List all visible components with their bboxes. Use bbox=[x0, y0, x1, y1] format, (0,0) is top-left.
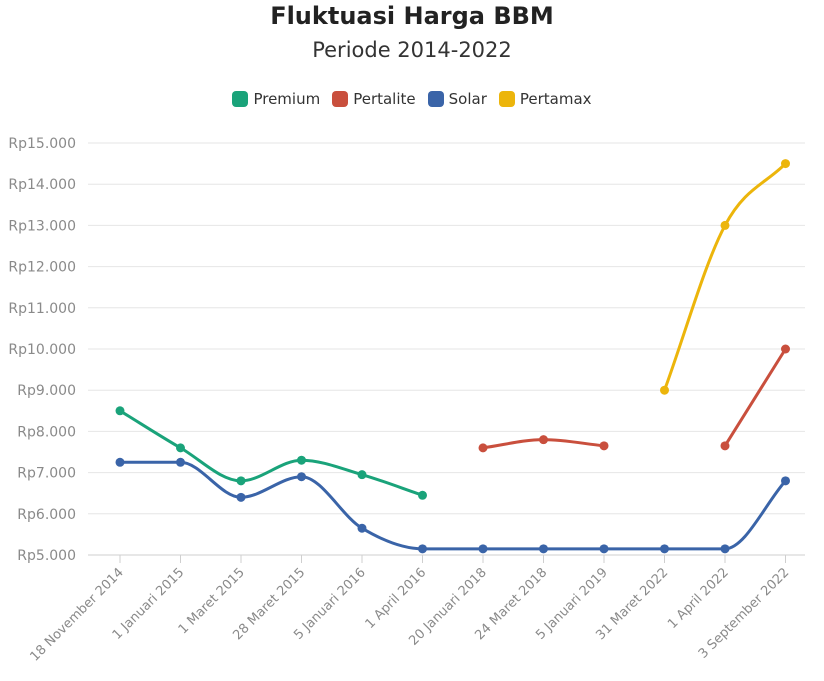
y-tick-label: Rp15.000 bbox=[8, 136, 76, 152]
grid-lines bbox=[88, 142, 805, 556]
data-point[interactable] bbox=[418, 490, 427, 500]
data-point[interactable] bbox=[781, 344, 790, 354]
legend-swatch bbox=[332, 91, 349, 107]
data-point[interactable] bbox=[176, 457, 185, 467]
chart-title: Fluktuasi Harga BBM bbox=[270, 2, 554, 30]
y-tick-label: Rp10.000 bbox=[8, 342, 76, 358]
y-tick-label: Rp11.000 bbox=[8, 301, 76, 317]
data-point[interactable] bbox=[539, 435, 548, 445]
y-tick-label: Rp5.000 bbox=[17, 548, 76, 564]
series-pertamax bbox=[660, 159, 790, 395]
data-point[interactable] bbox=[599, 441, 609, 451]
data-point[interactable] bbox=[720, 441, 730, 451]
data-point[interactable] bbox=[478, 443, 488, 453]
y-tick-label: Rp13.000 bbox=[8, 218, 76, 234]
data-point[interactable] bbox=[357, 523, 367, 533]
data-point[interactable] bbox=[176, 443, 185, 453]
series-solar bbox=[115, 457, 790, 554]
y-tick-label: Rp6.000 bbox=[17, 507, 76, 523]
legend-label: Pertamax bbox=[519, 90, 592, 108]
x-tick-label: 1 April 2016 bbox=[363, 565, 430, 632]
data-point[interactable] bbox=[357, 470, 367, 480]
y-tick-label: Rp14.000 bbox=[8, 177, 76, 193]
data-point[interactable] bbox=[781, 159, 790, 169]
data-point[interactable] bbox=[539, 544, 548, 554]
data-point[interactable] bbox=[781, 476, 790, 486]
legend-label: Solar bbox=[448, 90, 487, 108]
legend-label: Pertalite bbox=[353, 90, 416, 108]
series-premium bbox=[115, 406, 427, 500]
legend-item[interactable]: Premium bbox=[232, 90, 320, 108]
data-point[interactable] bbox=[660, 544, 669, 554]
data-point[interactable] bbox=[478, 544, 488, 554]
data-point[interactable] bbox=[660, 385, 669, 395]
series-line bbox=[663, 162, 787, 392]
data-point[interactable] bbox=[297, 472, 306, 482]
data-point[interactable] bbox=[115, 406, 125, 416]
chart-subtitle: Periode 2014-2022 bbox=[312, 38, 512, 62]
data-point[interactable] bbox=[720, 220, 730, 230]
data-point[interactable] bbox=[236, 492, 246, 502]
data-point[interactable] bbox=[720, 544, 730, 554]
series-line bbox=[118, 409, 424, 497]
legend-swatch bbox=[427, 91, 444, 107]
legend-item[interactable]: Pertamax bbox=[498, 90, 592, 108]
legend-swatch bbox=[498, 91, 515, 107]
data-point[interactable] bbox=[418, 544, 427, 554]
series-pertalite bbox=[478, 344, 790, 453]
y-tick-label: Rp9.000 bbox=[17, 383, 76, 399]
data-point[interactable] bbox=[599, 544, 609, 554]
data-point[interactable] bbox=[236, 476, 246, 486]
x-tick-label: 18 November 2014 bbox=[27, 565, 126, 664]
legend-label: Premium bbox=[253, 90, 321, 108]
data-point[interactable] bbox=[115, 457, 125, 467]
y-tick-label: Rp8.000 bbox=[17, 424, 76, 440]
y-axis-ticks: Rp5.000 Rp6.000 Rp7.000 Rp8.000 Rp9.000 Rp10.… bbox=[8, 136, 76, 564]
legend-item[interactable]: Pertalite bbox=[332, 90, 416, 108]
chart-legend: Premium Pertalite Solar Pertamax bbox=[0, 90, 824, 108]
legend-swatch bbox=[232, 91, 249, 107]
y-tick-label: Rp7.000 bbox=[17, 466, 76, 482]
x-tick-label: 1 April 2022 bbox=[665, 565, 732, 632]
series-line bbox=[723, 347, 787, 448]
y-tick-label: Rp12.000 bbox=[8, 260, 76, 276]
data-point[interactable] bbox=[297, 455, 306, 465]
legend-item[interactable]: Solar bbox=[427, 90, 487, 108]
series-lines bbox=[115, 159, 790, 554]
